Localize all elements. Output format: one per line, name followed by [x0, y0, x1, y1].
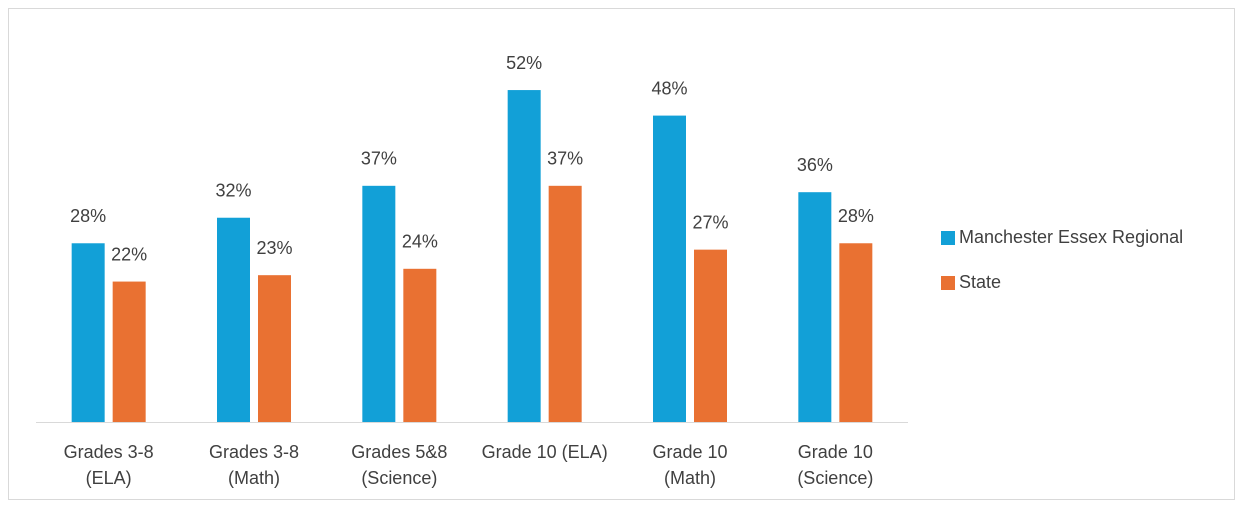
bar [403, 268, 437, 422]
legend-label: State [959, 272, 1001, 292]
bar [258, 275, 291, 422]
bar [217, 217, 250, 422]
x-tick-label: Grades 3-8 (Math) [208, 442, 300, 488]
x-tick-label: Grade 10 (ELA) [481, 442, 608, 462]
data-label: 32% [215, 180, 251, 200]
bar [694, 249, 727, 422]
x-tick-label: Grade 10 (Math) [652, 442, 728, 488]
chart-border [8, 8, 1235, 500]
data-label: 27% [692, 212, 728, 232]
data-label: 23% [256, 238, 292, 258]
data-label: 22% [111, 244, 147, 264]
data-label: 52% [506, 53, 542, 73]
data-label: 36% [797, 155, 833, 175]
data-label: 37% [361, 149, 397, 169]
bar [839, 243, 873, 422]
data-label: 24% [402, 232, 438, 252]
bar [71, 243, 105, 422]
data-label: 48% [651, 78, 687, 98]
bar [653, 115, 686, 422]
bar [548, 185, 582, 422]
x-tick-label: Grades 3-8 (ELA) [63, 442, 154, 488]
x-tick-label: Grade 10 (Science) [797, 442, 874, 488]
data-label: 28% [838, 206, 874, 226]
data-label: 37% [547, 149, 583, 169]
data-label: 28% [70, 206, 106, 226]
x-tick-label: Grades 5&8 (Science) [351, 442, 448, 488]
bar [112, 281, 146, 422]
legend-swatch [941, 276, 955, 290]
bar [507, 90, 541, 423]
legend-label: Manchester Essex Regional [959, 227, 1183, 247]
bar [362, 185, 396, 422]
legend-swatch [941, 231, 955, 245]
bar [798, 192, 832, 422]
